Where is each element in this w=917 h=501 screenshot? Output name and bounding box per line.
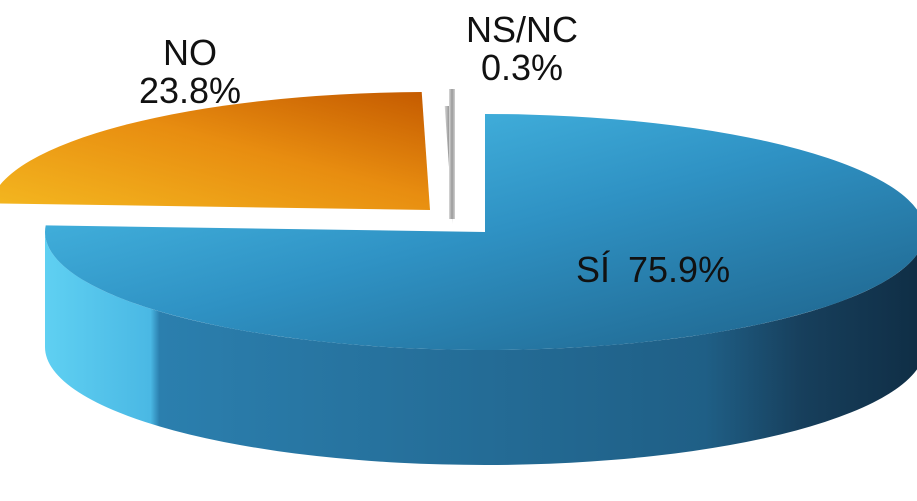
slice-no xyxy=(0,92,430,210)
slice-value-label-no: 23.8% xyxy=(139,70,241,111)
slice-nsnc-sliver xyxy=(449,89,455,219)
slice-label-nsnc: NS/NC xyxy=(466,9,578,50)
slice-value-label-nsnc: 0.3% xyxy=(481,47,563,88)
slice-nsnc xyxy=(444,89,455,224)
slice-label-si: SÍ xyxy=(576,249,610,290)
slice-value-label-si: 75.9% xyxy=(628,249,730,290)
slice-si xyxy=(45,114,917,465)
slice-si-side xyxy=(45,232,917,465)
slice-no-top xyxy=(0,92,430,210)
slice-label-no: NO xyxy=(163,32,217,73)
slice-si-top xyxy=(45,114,917,350)
slices-layer xyxy=(0,89,917,465)
